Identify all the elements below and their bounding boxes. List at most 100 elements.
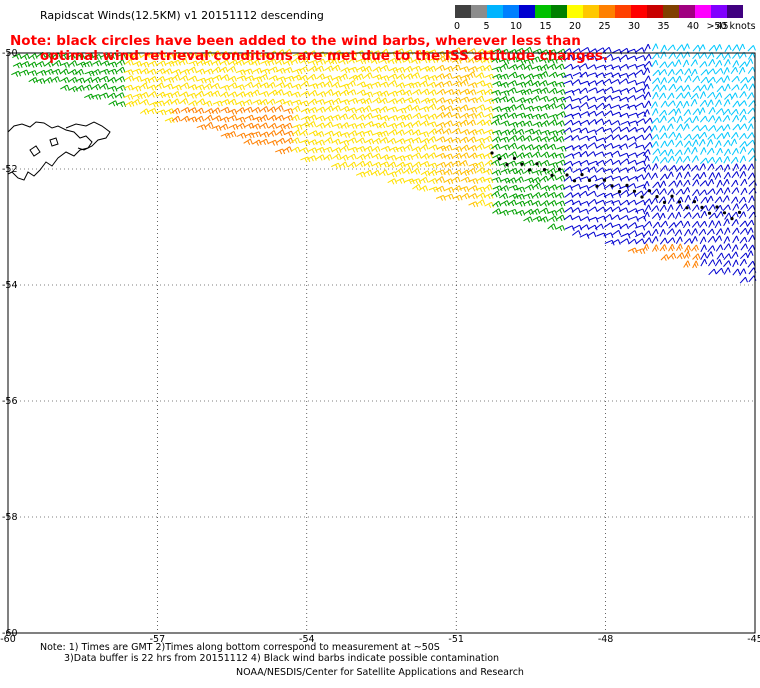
wind-barb xyxy=(740,76,749,84)
legend-swatch xyxy=(679,5,695,18)
wind-barb xyxy=(132,93,143,100)
wind-barb xyxy=(722,115,731,123)
wind-barb xyxy=(651,228,659,237)
wind-barb xyxy=(618,143,629,149)
wind-barb xyxy=(219,91,230,98)
wind-barb xyxy=(395,121,406,128)
wind-barb xyxy=(324,137,334,144)
legend-swatch xyxy=(551,5,567,18)
wind-barb xyxy=(395,82,406,89)
legend-swatch xyxy=(615,5,631,18)
wind-barb xyxy=(619,167,629,173)
wind-barb xyxy=(523,135,533,142)
wind-barb xyxy=(60,84,70,91)
wind-barb xyxy=(716,147,723,156)
wind-barb xyxy=(723,164,731,172)
wind-barb xyxy=(683,147,691,155)
quality-flag-circle xyxy=(602,178,607,182)
wind-barb xyxy=(491,190,501,198)
wind-barb xyxy=(714,116,722,124)
wind-barb xyxy=(723,75,730,83)
wind-barb xyxy=(564,206,574,213)
latitude-label: -50 xyxy=(2,48,18,59)
wind-barb xyxy=(699,180,709,187)
wind-barb xyxy=(707,133,716,140)
wind-barb xyxy=(331,75,342,82)
wind-barb xyxy=(698,44,706,52)
wind-barb xyxy=(650,125,658,133)
wind-barb xyxy=(146,68,157,75)
wind-barb xyxy=(652,148,661,156)
wind-barb xyxy=(644,237,652,245)
wind-barb xyxy=(594,223,604,230)
wind-barb xyxy=(467,56,477,64)
wind-barb xyxy=(724,212,732,220)
wind-barb xyxy=(652,156,660,164)
wind-barb xyxy=(732,44,740,52)
quality-flag-circle xyxy=(580,173,584,177)
wind-barb xyxy=(324,130,335,137)
wind-barb xyxy=(276,137,286,145)
wind-barb xyxy=(740,203,749,211)
wind-barb xyxy=(283,108,294,114)
wind-barb xyxy=(300,115,311,122)
wind-barb xyxy=(403,154,414,161)
wind-barb xyxy=(379,75,390,82)
wind-barb xyxy=(460,88,471,95)
wind-barb xyxy=(707,259,716,267)
wind-barb xyxy=(643,211,650,220)
wind-barb xyxy=(571,230,582,236)
wind-barb xyxy=(643,109,650,117)
wind-barb xyxy=(722,108,731,116)
wind-barb xyxy=(603,95,613,101)
legend-label: 10 xyxy=(509,21,523,32)
wind-barb xyxy=(675,203,683,212)
wind-barb xyxy=(739,123,748,131)
wind-barb xyxy=(35,78,46,84)
wind-barb xyxy=(523,97,534,104)
wind-barb xyxy=(315,81,326,88)
wind-barb xyxy=(339,132,351,138)
wind-barb xyxy=(659,180,667,189)
wind-barb xyxy=(674,108,682,116)
wind-barb xyxy=(540,200,550,207)
wind-barb xyxy=(684,194,691,203)
wind-barb xyxy=(619,78,629,84)
wind-barb xyxy=(91,93,102,100)
wind-barb xyxy=(683,228,691,237)
wind-barb xyxy=(564,145,575,151)
red-note-line-2: optimal wind retrieval conditions are me… xyxy=(40,48,609,64)
quality-flag-circle xyxy=(707,211,712,215)
wind-barb xyxy=(419,131,430,138)
wind-barb xyxy=(107,85,118,92)
wind-barb xyxy=(170,90,181,98)
wind-barb xyxy=(346,89,357,96)
wind-barb xyxy=(531,200,542,207)
wind-barb xyxy=(731,251,739,259)
wind-barb xyxy=(347,153,357,160)
wind-barb xyxy=(379,64,390,72)
credit-line: NOAA/NESDIS/Center for Satellite Applica… xyxy=(236,667,524,678)
wind-barb xyxy=(660,77,667,85)
wind-barb xyxy=(547,63,557,71)
wind-barb xyxy=(210,82,221,90)
wind-barb xyxy=(220,74,230,81)
wind-barb xyxy=(252,67,263,74)
wind-barb xyxy=(444,161,454,168)
wind-barb xyxy=(164,60,175,67)
wind-barb xyxy=(723,131,731,140)
wind-barb xyxy=(691,204,700,212)
wind-barb xyxy=(396,73,406,80)
wind-barb xyxy=(443,153,454,160)
wind-barb xyxy=(748,52,756,60)
wind-barb xyxy=(458,159,469,167)
wind-barb xyxy=(532,135,542,143)
wind-barb xyxy=(196,59,207,66)
wind-barb xyxy=(427,162,438,169)
wind-barb xyxy=(723,260,732,267)
wind-barb xyxy=(579,80,591,87)
wind-barb xyxy=(707,178,715,187)
wind-barb xyxy=(155,82,165,89)
wind-barb xyxy=(588,216,599,223)
quality-flag-circle xyxy=(550,173,554,177)
